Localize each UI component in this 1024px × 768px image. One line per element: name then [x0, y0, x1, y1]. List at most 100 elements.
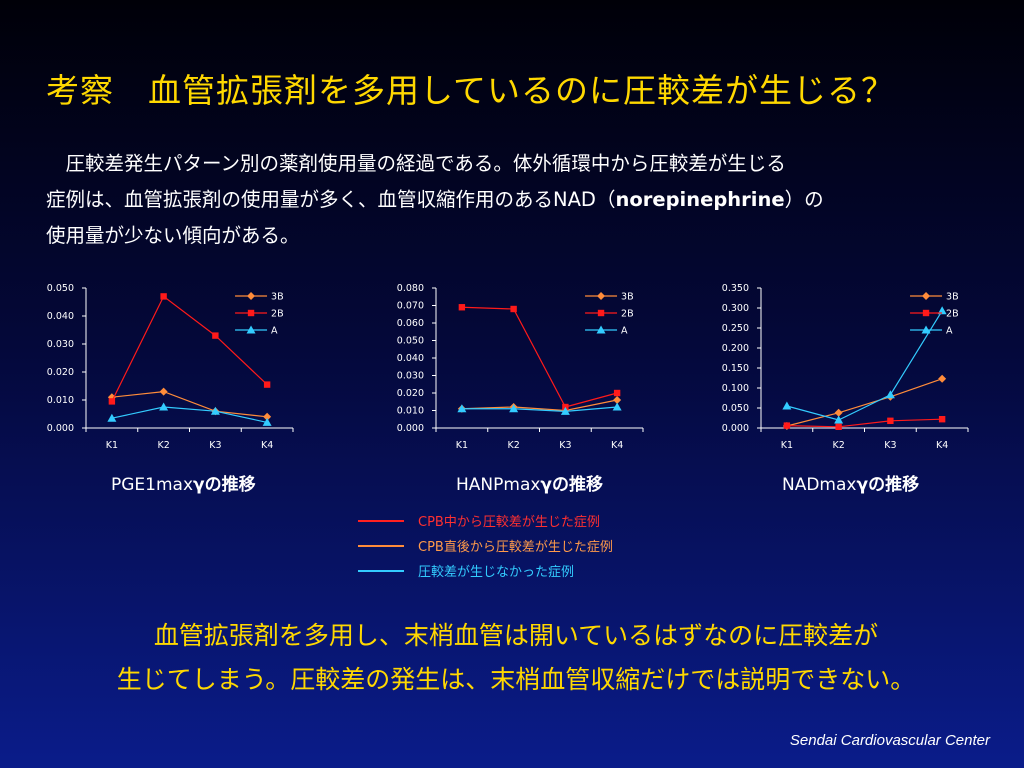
legend-marker-A	[246, 325, 256, 334]
chart-pge1: 0.000 0.010 0.020 0.030 0.040 0.050 K1 K2 K3 K4 3B…	[47, 283, 294, 451]
intro-line-2: 症例は、血管拡張剤の使用量が多く、血管収縮作用のあるNAD（norepineph…	[46, 182, 986, 218]
x-tick-label: K3	[209, 440, 221, 451]
y-tick-label: 0.000	[47, 423, 74, 434]
legend-label-A: A	[271, 326, 278, 337]
legend-marker-2B	[922, 309, 930, 317]
data-point-A	[834, 415, 844, 424]
y-tick-label: 0.070	[397, 301, 424, 312]
legend-label-3B: 3B	[946, 292, 959, 303]
footer-credit: Sendai Cardiovascular Center	[789, 732, 990, 749]
legend-marker-3B	[597, 292, 606, 300]
y-tick-label: 0.000	[397, 423, 424, 434]
series-line-A	[461, 406, 618, 412]
x-tick-label: K2	[832, 440, 844, 451]
data-point-2B	[212, 332, 219, 339]
legend-line-red	[358, 519, 404, 522]
intro-line-3: 使用量が少ない傾向がある。	[46, 224, 300, 247]
chart-nad: 0.000 0.050 0.100 0.150 0.200 0.250 0.300 0.350…	[722, 283, 969, 451]
legend-label-2B: 2B	[946, 309, 959, 320]
y-tick-label: 0.040	[397, 353, 424, 364]
x-tick-label: K2	[507, 440, 519, 451]
data-point-2B	[783, 422, 791, 429]
chart-title-nad: NADmaxγの推移	[782, 470, 919, 495]
x-tick-label: K4	[261, 440, 273, 451]
chart-title-hanp-name: HANPmax	[456, 475, 541, 495]
chart-title-pge1-name: PGE1max	[111, 475, 194, 495]
legend-label-3B: 3B	[271, 292, 284, 303]
conclusion-line-2: 生じてしまう。圧較差の発生は、末梢血管収縮だけでは説明できない。	[116, 665, 916, 694]
data-point-2B	[108, 398, 116, 405]
legend-label-2B: 2B	[271, 309, 284, 320]
legend-label-2B: 2B	[621, 309, 634, 320]
data-point-3B	[938, 374, 947, 383]
legend-label-3B: 3B	[621, 292, 634, 303]
legend-label-A: A	[621, 326, 628, 337]
legend-marker-3B	[922, 292, 931, 300]
intro-line-2-text-a: 症例は、血管拡張剤の使用量が多く、血管収縮作用のあるNAD（	[46, 188, 616, 211]
y-tick-label: 0.300	[722, 303, 749, 314]
x-tick-label: K1	[781, 440, 793, 451]
data-point-2B	[835, 423, 842, 430]
slide-title: 考察 血管拡張剤を多用しているのに圧較差が生じる？	[46, 71, 896, 110]
legend-marker-3B	[247, 292, 256, 300]
data-point-A	[560, 406, 570, 415]
y-tick-label: 0.200	[722, 343, 749, 354]
x-tick-label: K3	[884, 440, 896, 451]
data-point-3B	[613, 396, 622, 404]
case-legend-item-cpb-during: CPB中から圧較差が生じた症例	[358, 508, 613, 533]
y-tick-label: 0.010	[397, 406, 424, 417]
x-tick-label: K1	[456, 440, 468, 451]
x-tick-label: K2	[157, 440, 169, 451]
data-point-2B	[160, 293, 167, 300]
legend-marker-2B	[597, 309, 605, 317]
conclusion: 血管拡張剤を多用し、末梢血管は開いているはずなのに圧較差が 生じてしまう。圧較差…	[46, 614, 986, 702]
data-point-A	[612, 402, 622, 411]
data-point-A	[210, 406, 220, 415]
y-tick-label: 0.040	[47, 311, 74, 322]
y-tick-label: 0.250	[722, 323, 749, 334]
data-point-2B	[938, 416, 946, 423]
chart-title-nad-suffix: γの推移	[856, 475, 920, 495]
data-point-A	[107, 413, 117, 422]
y-tick-label: 0.050	[397, 336, 424, 347]
y-tick-label: 0.010	[47, 395, 74, 406]
chart-title-hanp: HANPmaxγの推移	[456, 470, 603, 495]
data-point-2B	[458, 304, 466, 311]
legend-line-orange	[358, 544, 404, 547]
series-line-3B	[111, 390, 268, 418]
data-point-A	[937, 306, 947, 315]
intro-line-1: 圧較差発生パターン別の薬剤使用量の経過である。体外循環中から圧較差が生じる	[46, 146, 986, 182]
series-line-3B	[786, 378, 943, 427]
y-tick-label: 0.020	[47, 367, 74, 378]
y-tick-label: 0.050	[722, 403, 749, 414]
legend-label-A: A	[946, 326, 953, 337]
legend-line-cyan	[358, 569, 404, 572]
data-point-3B	[263, 412, 272, 421]
chart-title-pge1-suffix: γの推移	[193, 475, 256, 495]
series-line-2B	[461, 306, 618, 408]
data-point-2B	[263, 381, 271, 388]
y-tick-label: 0.150	[722, 363, 749, 374]
chart-title-nad-name: NADmax	[782, 475, 857, 495]
data-point-A	[262, 417, 272, 426]
series-line-A	[111, 406, 268, 423]
series-line-A	[786, 310, 943, 421]
x-tick-label: K4	[611, 440, 623, 451]
x-tick-label: K3	[559, 440, 571, 451]
data-point-2B	[510, 305, 517, 313]
legend-label-cpb-during: CPB中から圧較差が生じた症例	[418, 515, 600, 530]
x-tick-label: K1	[106, 440, 118, 451]
x-tick-label: K4	[936, 440, 948, 451]
y-tick-label: 0.100	[722, 383, 749, 394]
y-tick-label: 0.030	[397, 371, 424, 382]
y-tick-label: 0.050	[47, 283, 74, 294]
data-point-A	[159, 402, 169, 411]
y-tick-label: 0.060	[397, 318, 424, 329]
case-legend-item-cpb-after: CPB直後から圧較差が生じた症例	[358, 533, 613, 558]
intro-paragraph: 圧較差発生パターン別の薬剤使用量の経過である。体外循環中から圧較差が生じる 症例…	[46, 146, 986, 254]
legend-marker-2B	[247, 309, 255, 317]
series-line-2B	[786, 418, 943, 428]
legend-label-none: 圧較差が生じなかった症例	[418, 565, 575, 580]
data-point-A	[782, 401, 792, 410]
data-point-3B	[834, 408, 843, 417]
